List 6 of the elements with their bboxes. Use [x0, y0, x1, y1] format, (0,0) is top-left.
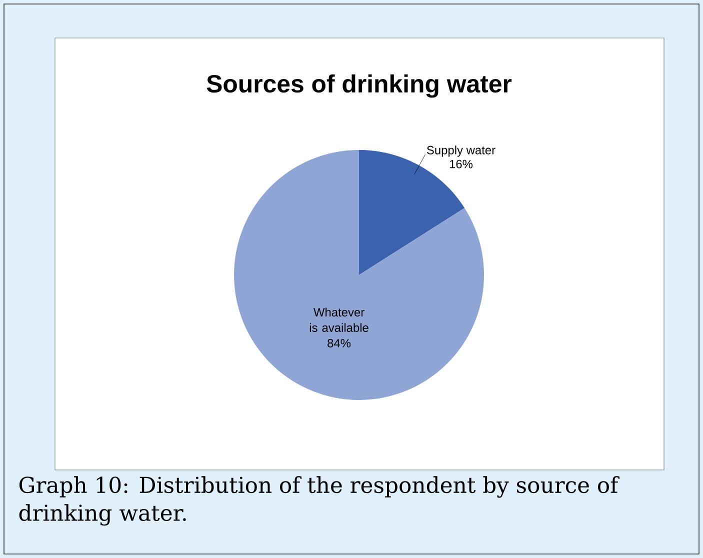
slice-label: Whatever is available [310, 308, 368, 332]
slice-label: Supply water [426, 146, 496, 157]
caption: Graph 10: Distribution of the respondent by source of drinking water. [19, 476, 620, 526]
data-label: 84% [328, 338, 351, 348]
data-label: 16% [450, 160, 473, 168]
chart-title: Sources of drinking water [206, 74, 512, 98]
